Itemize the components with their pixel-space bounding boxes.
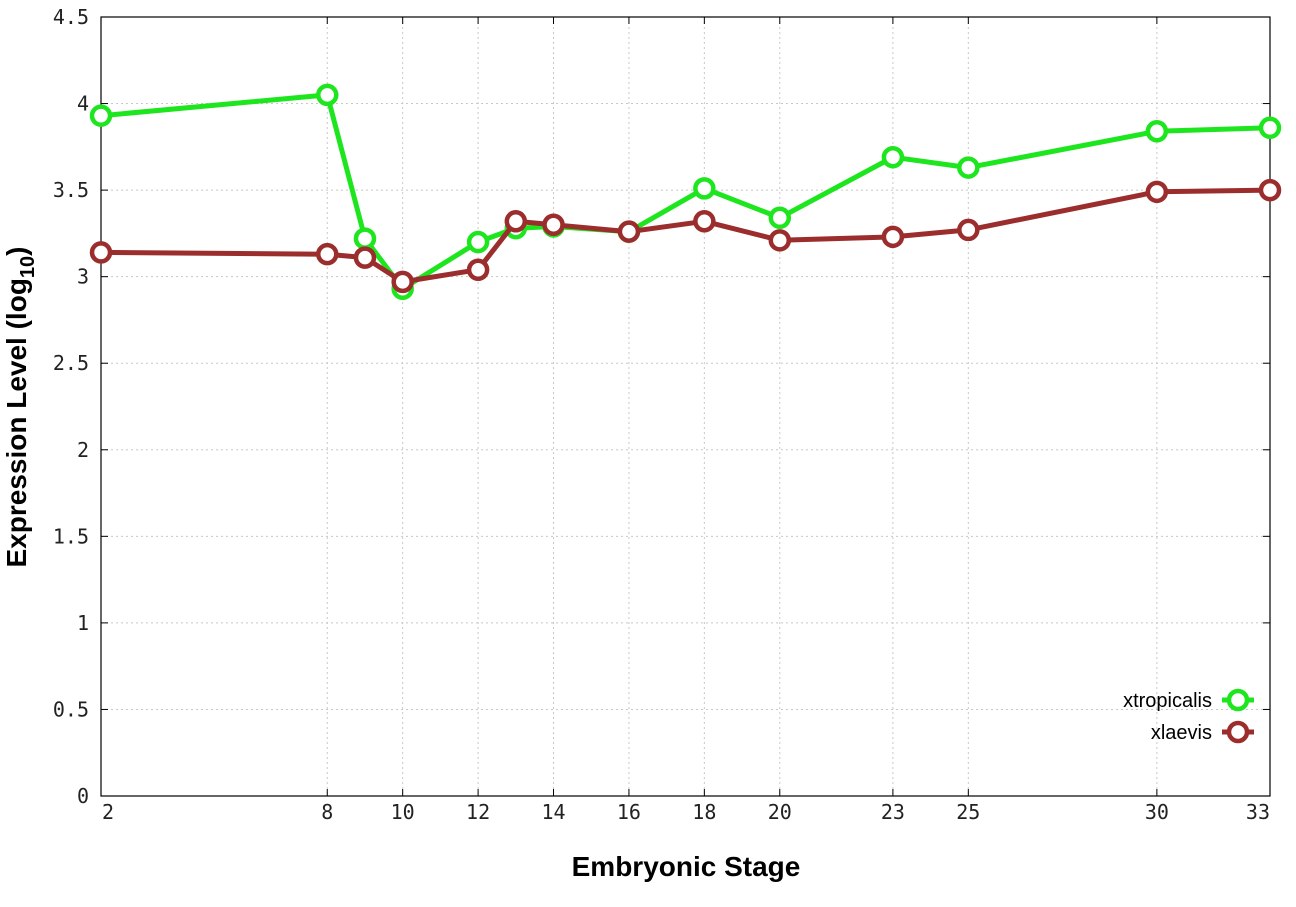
x-tick-label: 20 — [768, 800, 792, 824]
y-tick-label: 1 — [77, 611, 89, 635]
y-axis-ticks: 0 0.5 1 1.5 2 2.5 3 3.5 4 4.5 — [53, 5, 1270, 808]
x-tick-label: 23 — [881, 800, 905, 824]
data-point-xlaevis — [881, 225, 905, 249]
series-line-xlaevis — [100, 187, 1271, 285]
x-tick-label: 14 — [541, 800, 565, 824]
legend: xtropicalis xlaevis — [1123, 688, 1254, 744]
data-point-xlaevis — [504, 210, 528, 233]
data-point-xlaevis — [1145, 180, 1169, 204]
data-point-xlaevis — [353, 246, 377, 269]
legend-marker-xtropicalis — [1226, 688, 1250, 712]
data-point-xlaevis — [1258, 178, 1282, 202]
y-tick-label: 2.5 — [53, 351, 89, 375]
data-point-xtropicalis — [693, 177, 716, 200]
series-line-xtropicalis — [100, 92, 1271, 292]
data-point-xtropicalis — [89, 104, 113, 127]
x-tick-label: 10 — [391, 800, 415, 824]
x-tick-label: 30 — [1145, 800, 1169, 824]
x-axis-ticks: 2 8 10 12 14 16 18 20 23 25 30 33 — [100, 17, 1271, 824]
series-xtropicalis — [89, 83, 1282, 301]
y-tick-label: 2 — [77, 438, 89, 462]
data-point-xlaevis — [391, 270, 414, 294]
data-point-xtropicalis — [768, 206, 792, 230]
data-point-xlaevis — [89, 241, 113, 264]
plot-frame — [100, 16, 1271, 797]
data-point-xlaevis — [542, 213, 565, 236]
data-point-xtropicalis — [1145, 120, 1169, 143]
data-point-xlaevis — [466, 258, 490, 281]
x-tick-label: 25 — [956, 800, 980, 824]
y-axis-title: Expression Level (log10) — [1, 247, 39, 568]
data-point-xlaevis — [316, 242, 339, 266]
y-axis-title-main: Expression Level (log — [1, 278, 32, 567]
x-tick-label: 33 — [1246, 800, 1270, 824]
y-axis-title-close: ) — [1, 247, 32, 256]
x-tick-label: 2 — [102, 800, 114, 824]
data-point-xtropicalis — [1258, 116, 1282, 140]
series-xlaevis — [89, 178, 1282, 294]
legend-label-xlaevis: xlaevis — [1151, 722, 1212, 744]
legend-label-xtropicalis: xtropicalis — [1123, 690, 1212, 712]
x-tick-label: 16 — [617, 800, 641, 824]
legend-marker-xlaevis — [1226, 720, 1250, 744]
x-tick-label: 18 — [692, 800, 716, 824]
data-point-xlaevis — [957, 218, 980, 242]
y-tick-label: 1.5 — [53, 524, 89, 548]
y-axis-title-subscript: 10 — [17, 256, 39, 278]
data-point-xlaevis — [617, 220, 641, 243]
x-tick-label: 12 — [466, 800, 490, 824]
y-tick-label: 0.5 — [53, 697, 89, 721]
y-tick-label: 0 — [77, 784, 89, 808]
data-point-xtropicalis — [353, 227, 377, 250]
series — [89, 83, 1282, 301]
data-point-xtropicalis — [957, 156, 980, 179]
grid — [101, 17, 1270, 796]
y-tick-label: 3.5 — [53, 178, 89, 202]
data-point-xlaevis — [768, 229, 792, 252]
y-tick-label: 4 — [77, 92, 89, 116]
y-tick-label: 3 — [77, 265, 89, 289]
x-axis-title: Embryonic Stage — [572, 851, 801, 882]
y-tick-label: 4.5 — [53, 5, 89, 29]
data-point-xtropicalis — [881, 145, 905, 169]
data-point-xlaevis — [693, 210, 716, 233]
data-point-xtropicalis — [466, 230, 490, 254]
data-point-xtropicalis — [316, 83, 339, 107]
x-tick-label: 8 — [321, 800, 333, 824]
